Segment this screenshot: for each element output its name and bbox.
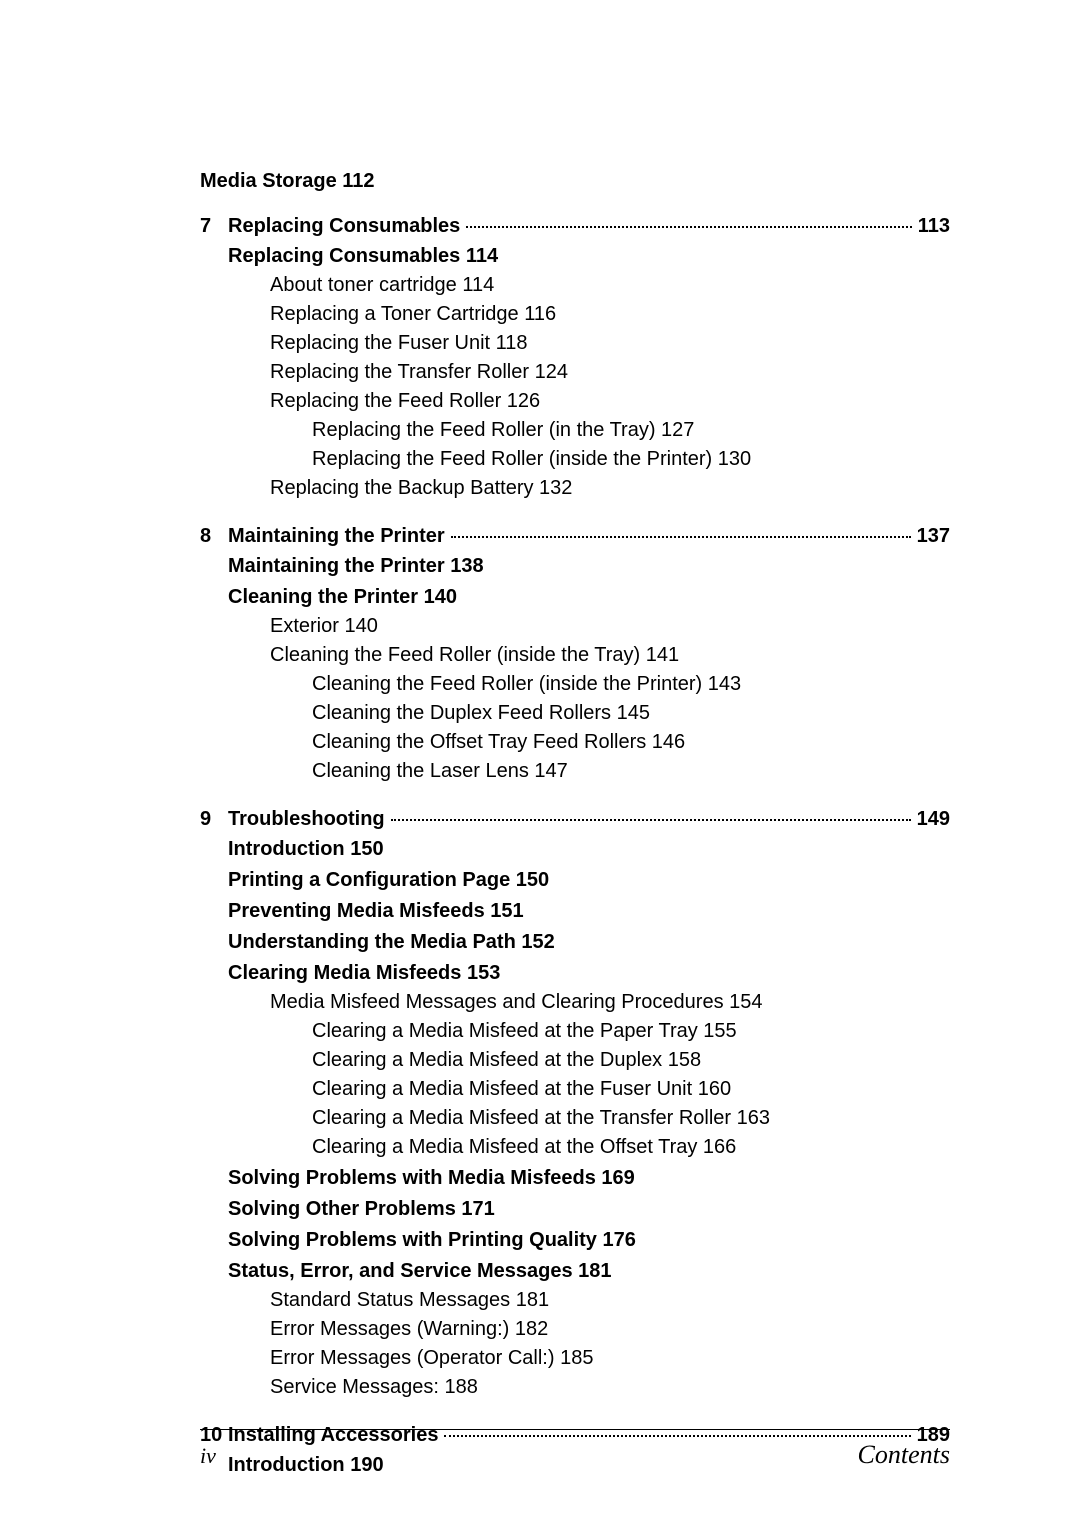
toc-line: Preventing Media Misfeeds 151	[228, 897, 950, 926]
page: Media Storage 112 7 Replacing Consumable…	[0, 0, 1080, 1540]
toc-line: Clearing a Media Misfeed at the Duplex 1…	[312, 1046, 950, 1075]
toc-line: Solving Problems with Printing Quality 1…	[228, 1226, 950, 1255]
top-heading: Media Storage 112	[200, 170, 950, 193]
chapter-row: 9 Troubleshooting 149	[200, 808, 950, 831]
toc-line: Replacing the Transfer Roller 124	[270, 358, 950, 387]
chapter-row: 7 Replacing Consumables 113	[200, 215, 950, 238]
chapter-title: Maintaining the Printer	[228, 525, 445, 548]
toc-line: Clearing a Media Misfeed at the Offset T…	[312, 1133, 950, 1162]
toc-line: Status, Error, and Service Messages 181	[228, 1257, 950, 1286]
dot-leader	[451, 536, 911, 538]
toc-line: Introduction 150	[228, 835, 950, 864]
footer-title: Contents	[858, 1440, 950, 1470]
toc-line: Clearing a Media Misfeed at the Transfer…	[312, 1104, 950, 1133]
toc-line: Replacing the Fuser Unit 118	[270, 329, 950, 358]
toc-line: Cleaning the Duplex Feed Rollers 145	[312, 699, 950, 728]
toc-line: Error Messages (Operator Call:) 185	[270, 1344, 950, 1373]
toc-line: Standard Status Messages 181	[270, 1286, 950, 1315]
toc-line: Clearing Media Misfeeds 153	[228, 959, 950, 988]
toc-line: Exterior 140	[270, 612, 950, 641]
toc-line: Service Messages: 188	[270, 1373, 950, 1402]
toc-line: Solving Other Problems 171	[228, 1195, 950, 1224]
toc-line: Replacing the Feed Roller (in the Tray) …	[312, 416, 950, 445]
toc-line: About toner cartridge 114	[270, 271, 950, 300]
chapter-number: 7	[200, 215, 228, 238]
toc-line: Cleaning the Laser Lens 147	[312, 757, 950, 786]
toc-line: Clearing a Media Misfeed at the Fuser Un…	[312, 1075, 950, 1104]
toc-line: Clearing a Media Misfeed at the Paper Tr…	[312, 1017, 950, 1046]
dot-leader	[391, 819, 911, 821]
chapter-number: 9	[200, 808, 228, 831]
dot-leader	[466, 226, 911, 228]
toc-line: Replacing Consumables 114	[228, 242, 950, 271]
toc-line: Solving Problems with Media Misfeeds 169	[228, 1164, 950, 1193]
toc-line: Replacing the Feed Roller 126	[270, 387, 950, 416]
toc-line: Printing a Configuration Page 150	[228, 866, 950, 895]
toc-line: Replacing the Backup Battery 132	[270, 474, 950, 503]
chapter-title: Replacing Consumables	[228, 215, 460, 238]
chapter-page: 137	[917, 525, 950, 548]
chapter-title: Troubleshooting	[228, 808, 385, 831]
toc-line: Cleaning the Feed Roller (inside the Tra…	[270, 641, 950, 670]
chapter-page: 149	[917, 808, 950, 831]
toc-line: Media Misfeed Messages and Clearing Proc…	[270, 988, 950, 1017]
toc-line: Understanding the Media Path 152	[228, 928, 950, 957]
page-number: iv	[200, 1443, 216, 1469]
toc-line: Maintaining the Printer 138	[228, 552, 950, 581]
toc-line: Cleaning the Printer 140	[228, 583, 950, 612]
toc-line: Replacing the Feed Roller (inside the Pr…	[312, 445, 950, 474]
toc-line: Cleaning the Feed Roller (inside the Pri…	[312, 670, 950, 699]
chapter-number: 8	[200, 525, 228, 548]
chapter-page: 113	[918, 215, 950, 238]
chapter-row: 8 Maintaining the Printer 137	[200, 525, 950, 548]
toc-line: Error Messages (Warning:) 182	[270, 1315, 950, 1344]
toc-line: Cleaning the Offset Tray Feed Rollers 14…	[312, 728, 950, 757]
page-footer: iv Contents	[200, 1429, 950, 1470]
toc-line: Replacing a Toner Cartridge 116	[270, 300, 950, 329]
